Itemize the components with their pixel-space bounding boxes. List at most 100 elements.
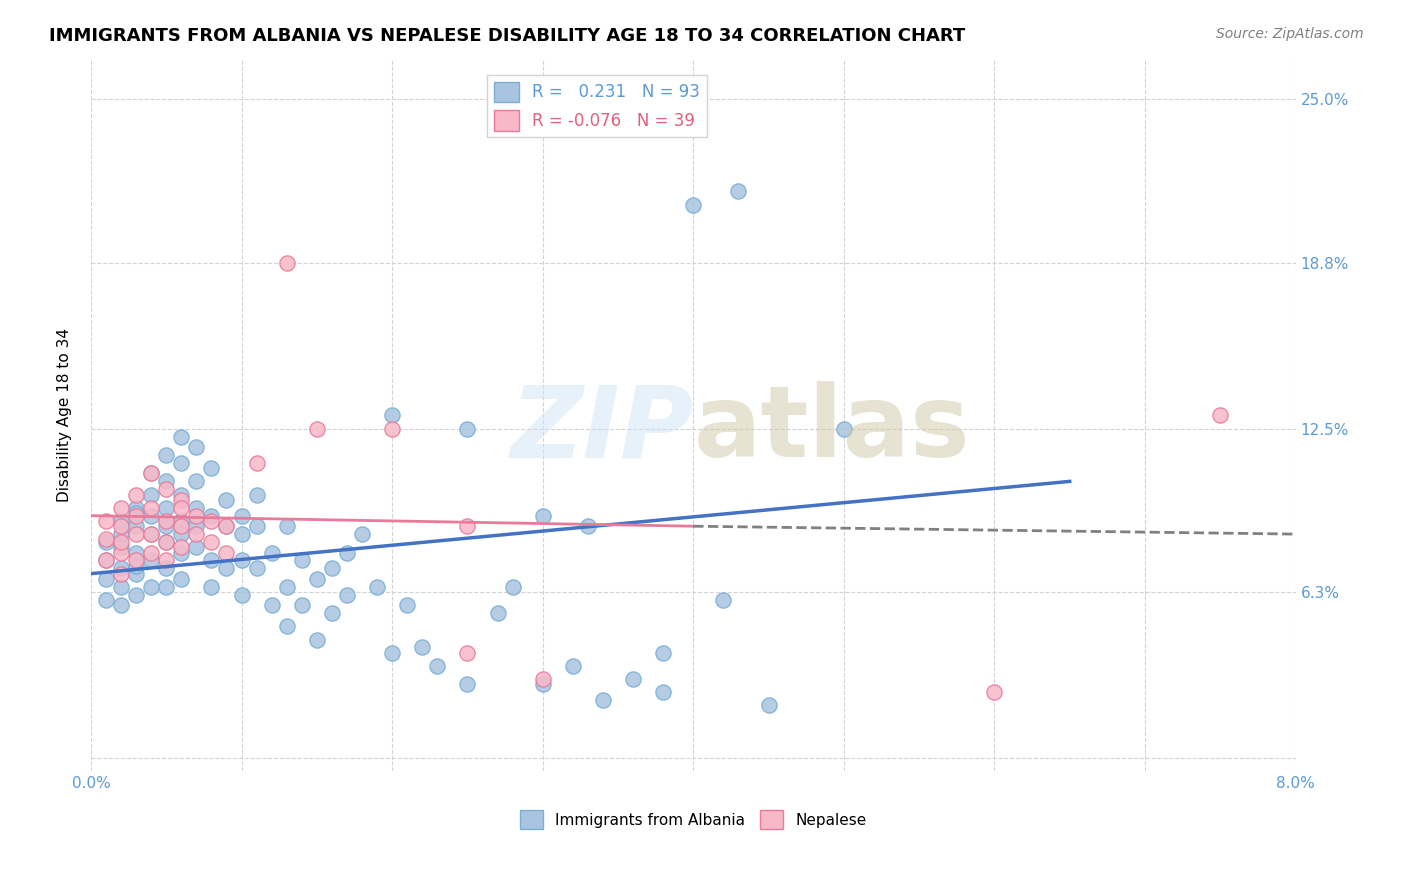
Point xyxy=(110,599,132,613)
Point xyxy=(245,456,267,470)
Point xyxy=(215,545,238,559)
Point xyxy=(305,632,328,647)
Point xyxy=(411,640,433,655)
Point xyxy=(94,553,117,567)
Point xyxy=(200,508,222,523)
Point xyxy=(125,519,148,533)
Point xyxy=(155,514,177,528)
Point xyxy=(245,487,267,501)
Legend: Immigrants from Albania, Nepalese: Immigrants from Albania, Nepalese xyxy=(513,804,873,835)
Point xyxy=(125,553,148,567)
Point xyxy=(141,580,163,594)
Point xyxy=(170,500,193,515)
Point xyxy=(141,487,163,501)
Point xyxy=(426,659,449,673)
Point xyxy=(110,514,132,528)
Point xyxy=(652,685,675,699)
Point xyxy=(832,422,855,436)
Text: atlas: atlas xyxy=(693,381,970,478)
Point xyxy=(155,561,177,575)
Point xyxy=(531,508,554,523)
Point xyxy=(336,545,359,559)
Point xyxy=(94,593,117,607)
Point xyxy=(682,197,704,211)
Point xyxy=(276,519,298,533)
Point xyxy=(110,541,132,555)
Point xyxy=(125,527,148,541)
Point xyxy=(170,527,193,541)
Point xyxy=(305,572,328,586)
Point xyxy=(231,553,253,567)
Point xyxy=(155,475,177,489)
Point xyxy=(215,519,238,533)
Point xyxy=(502,580,524,594)
Point xyxy=(141,527,163,541)
Point xyxy=(186,527,208,541)
Point xyxy=(276,580,298,594)
Point xyxy=(94,572,117,586)
Point xyxy=(260,599,283,613)
Point xyxy=(110,527,132,541)
Point xyxy=(170,519,193,533)
Point xyxy=(155,535,177,549)
Point xyxy=(141,553,163,567)
Point xyxy=(366,580,388,594)
Point xyxy=(141,545,163,559)
Point xyxy=(125,588,148,602)
Point xyxy=(110,500,132,515)
Point xyxy=(186,519,208,533)
Point xyxy=(170,492,193,507)
Point xyxy=(125,506,148,520)
Point xyxy=(276,255,298,269)
Point xyxy=(456,422,478,436)
Point xyxy=(125,487,148,501)
Point xyxy=(215,492,238,507)
Point xyxy=(727,185,749,199)
Point xyxy=(155,535,177,549)
Point xyxy=(231,527,253,541)
Point xyxy=(170,541,193,555)
Point xyxy=(170,456,193,470)
Point xyxy=(186,541,208,555)
Point xyxy=(110,519,132,533)
Point xyxy=(125,500,148,515)
Point xyxy=(531,677,554,691)
Point xyxy=(110,566,132,581)
Point xyxy=(291,553,314,567)
Point xyxy=(321,606,343,620)
Point xyxy=(125,566,148,581)
Point xyxy=(170,514,193,528)
Point xyxy=(561,659,583,673)
Text: Source: ZipAtlas.com: Source: ZipAtlas.com xyxy=(1216,27,1364,41)
Point xyxy=(170,545,193,559)
Point xyxy=(110,561,132,575)
Point xyxy=(110,535,132,549)
Point xyxy=(155,519,177,533)
Point xyxy=(125,508,148,523)
Text: IMMIGRANTS FROM ALBANIA VS NEPALESE DISABILITY AGE 18 TO 34 CORRELATION CHART: IMMIGRANTS FROM ALBANIA VS NEPALESE DISA… xyxy=(49,27,966,45)
Point xyxy=(758,698,780,713)
Point xyxy=(141,500,163,515)
Point xyxy=(200,580,222,594)
Point xyxy=(141,508,163,523)
Point xyxy=(94,514,117,528)
Text: ZIP: ZIP xyxy=(510,381,693,478)
Point xyxy=(231,508,253,523)
Point xyxy=(245,519,267,533)
Point xyxy=(215,561,238,575)
Point xyxy=(125,558,148,573)
Point xyxy=(652,646,675,660)
Point xyxy=(155,483,177,497)
Point xyxy=(291,599,314,613)
Point xyxy=(186,475,208,489)
Point xyxy=(200,553,222,567)
Point xyxy=(456,646,478,660)
Point xyxy=(396,599,419,613)
Point xyxy=(336,588,359,602)
Point xyxy=(983,685,1005,699)
Point xyxy=(94,553,117,567)
Point xyxy=(125,545,148,559)
Point xyxy=(186,508,208,523)
Point xyxy=(94,533,117,547)
Point xyxy=(110,580,132,594)
